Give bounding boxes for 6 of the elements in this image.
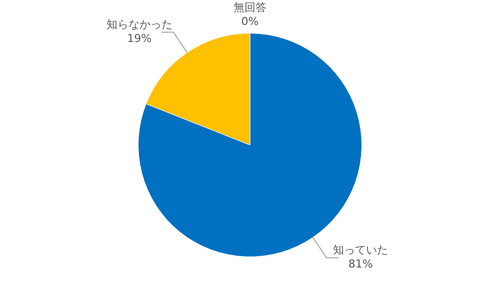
slice-label: 知っていた xyxy=(333,244,388,257)
data-label: 81% xyxy=(348,258,373,271)
text: 0% xyxy=(241,15,259,28)
data-label: 19% xyxy=(127,32,152,46)
slice-label: 知らなかった xyxy=(106,18,172,32)
category-label: 無回答 xyxy=(234,1,266,14)
